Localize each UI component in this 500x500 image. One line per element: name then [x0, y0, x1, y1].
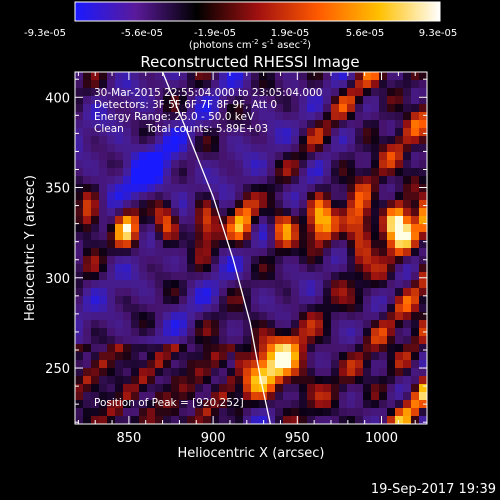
axis-ticks: 850 900 950 1000 250 300 350 400: [45, 72, 427, 446]
plot-area: [75, 72, 427, 424]
solar-limb-curve: [161, 72, 272, 424]
x-tick-label: 950: [285, 431, 310, 446]
x-axis-label: Heliocentric X (arcsec): [178, 446, 325, 461]
colorbar: -9.3e-05 -5.6e-05 -1.9e-05 1.9e-05 5.6e-05 9.…: [24, 1, 457, 51]
annotation-peak-position: Position of Peak = [920,252]: [94, 397, 244, 409]
y-tick-label: 350: [45, 182, 70, 197]
plot-frame: [74, 71, 428, 425]
colorbar-tick-label: -1.9e-05: [194, 28, 236, 39]
annotation-energy-range: Energy Range: 25.0 - 50.0 keV: [94, 111, 255, 123]
annotation-method: Clean: [94, 123, 124, 135]
colorbar-tick-label: -9.3e-05: [24, 28, 66, 39]
y-tick-label: 300: [45, 272, 70, 287]
colorbar-tick-label: -5.6e-05: [121, 28, 163, 39]
colorbar-ticks: -9.3e-05 -5.6e-05 -1.9e-05 1.9e-05 5.6e-05 9.…: [24, 28, 457, 39]
annotation-total-counts: Total counts: 5.89E+03: [145, 123, 268, 135]
y-tick-label: 400: [45, 91, 70, 106]
x-tick-label: 900: [201, 431, 226, 446]
colorbar-unit-label: (photons cm-2 s-1 asec-2): [189, 38, 311, 51]
annotation-detectors: Detectors: 3F 5F 6F 7F 8F 9F, Att 0: [94, 99, 277, 111]
y-tick-label: 250: [45, 362, 70, 377]
heatmap-cells: [75, 72, 427, 424]
colorbar-tick-label: 9.3e-05: [419, 28, 457, 39]
annotation-time-range: 30-Mar-2015 22:55:04.000 to 23:05:04.000: [94, 87, 322, 99]
colorbar-tick-label: 1.9e-05: [271, 28, 309, 39]
x-tick-label: 1000: [365, 431, 398, 446]
colorbar-tick-label: 5.6e-05: [346, 28, 384, 39]
chart-title: Reconstructed RHESSI Image: [140, 53, 359, 71]
annotation-block: 30-Mar-2015 22:55:04.000 to 23:05:04.000…: [94, 87, 322, 409]
colorbar-strip: [74, 1, 441, 22]
y-axis-label: Heliocentric Y (arcsec): [23, 175, 38, 321]
generation-timestamp: 19-Sep-2017 19:39: [370, 482, 496, 497]
x-tick-label: 850: [116, 431, 141, 446]
